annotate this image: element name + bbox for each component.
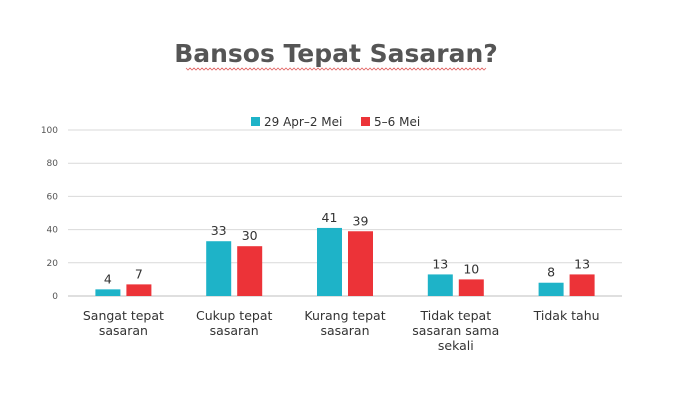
category-label-line: Kurang tepat	[304, 308, 385, 323]
data-label: 33	[211, 223, 227, 238]
y-tick-label: 60	[47, 192, 59, 202]
bar-series2-cat1	[126, 284, 152, 296]
data-label: 41	[322, 210, 338, 225]
data-label: 13	[574, 256, 590, 271]
y-axis-ticks: 0 20 40 60 80 100	[41, 126, 58, 302]
bar-series1-cat3	[317, 227, 342, 296]
bar-series1-cat1	[95, 289, 121, 296]
data-label: 30	[242, 228, 258, 243]
category-label-line: sekali	[438, 338, 474, 353]
y-tick-label: 20	[47, 259, 59, 269]
legend-swatch	[251, 117, 260, 126]
chart-title: Bansos Tepat Sasaran?	[174, 39, 498, 68]
category-label: Tidak tahu	[533, 308, 600, 323]
category-label-line: sasaran	[99, 323, 148, 338]
y-tick-label: 0	[52, 292, 58, 302]
category-label-line: Tidak tepat	[419, 308, 491, 323]
legend-swatch	[361, 117, 370, 126]
legend-label: 5–6 Mei	[374, 115, 420, 129]
data-label: 13	[432, 256, 448, 271]
category-label: Cukup tepat sasaran	[196, 308, 273, 338]
data-label: 4	[104, 271, 112, 286]
category-label: Sangat tepat sasaran	[83, 308, 164, 338]
category-label-line: Cukup tepat	[196, 308, 273, 323]
y-tick-label: 100	[41, 126, 58, 136]
legend-label: 29 Apr–2 Mei	[264, 115, 342, 129]
category-label-line: sasaran sama	[412, 323, 499, 338]
category-label: Tidak tepat sasaran sama sekali	[412, 308, 499, 353]
bar-series2-cat2	[237, 246, 263, 296]
bar-series1-cat2	[206, 241, 232, 296]
data-label: 10	[463, 261, 479, 276]
data-label: 7	[135, 266, 143, 281]
category-label-line: Tidak tahu	[533, 308, 600, 323]
bar-series2-cat5	[569, 274, 595, 296]
title-spellcheck-underline	[185, 67, 487, 71]
bar-series1-cat5	[538, 282, 564, 296]
bar-series2-cat3	[348, 231, 373, 296]
data-labels: 4 7 33 30 41 39 13 10 8 13	[104, 210, 590, 286]
category-label-line: sasaran	[320, 323, 369, 338]
y-tick-label: 40	[47, 226, 59, 236]
category-label-line: sasaran	[210, 323, 259, 338]
bar-series2-cat4	[458, 279, 484, 296]
gridlines	[68, 129, 622, 297]
category-label: Kurang tepat sasaran	[304, 308, 385, 338]
chart-legend: 29 Apr–2 Mei 5–6 Mei	[251, 115, 420, 129]
spellcheck-squiggle	[185, 67, 487, 71]
data-label: 39	[353, 213, 369, 228]
y-tick-label: 80	[47, 159, 59, 169]
category-label-line: Sangat tepat	[83, 308, 164, 323]
data-label: 8	[547, 265, 555, 280]
bar-series1-cat4	[427, 274, 453, 296]
bars	[95, 227, 595, 296]
